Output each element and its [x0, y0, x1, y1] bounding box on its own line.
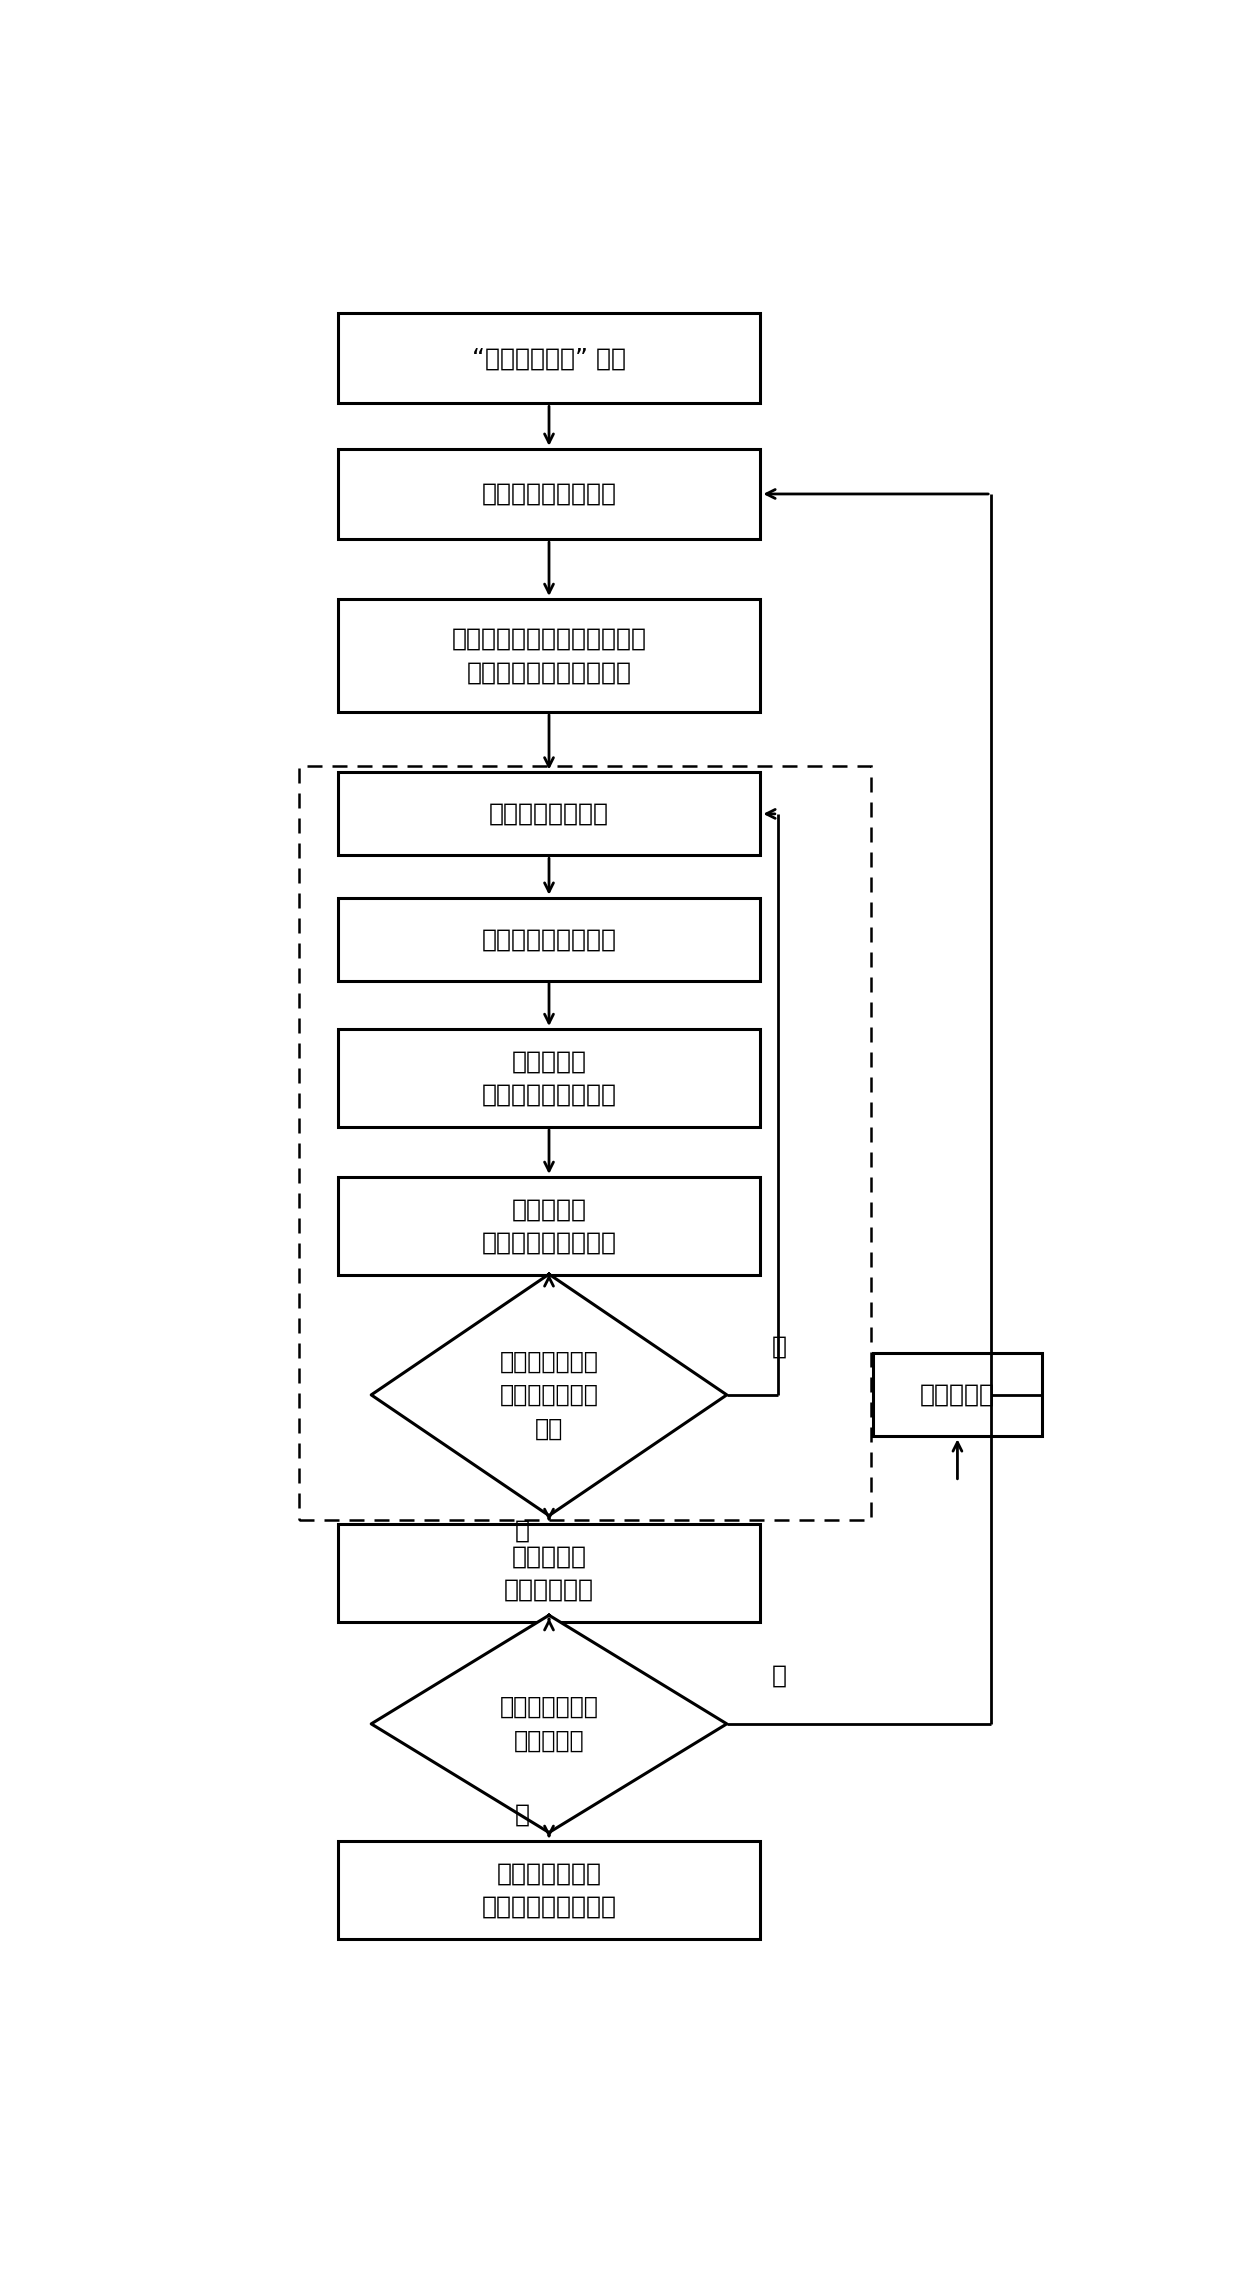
- Text: 统计所有时段的
下游分洪淤没总损失: 统计所有时段的 下游分洪淤没总损失: [481, 1862, 616, 1919]
- Polygon shape: [371, 1614, 727, 1832]
- Text: 出库流量加大处理: 出库流量加大处理: [489, 803, 609, 825]
- Text: 计算时段，开始计算: 计算时段，开始计算: [481, 482, 616, 507]
- Text: 否: 否: [773, 1665, 787, 1688]
- FancyBboxPatch shape: [337, 312, 760, 404]
- Text: 选取当前决策，按照防洪补偿
调度方式，计算出库流量: 选取当前决策，按照防洪补偿 调度方式，计算出库流量: [451, 626, 646, 683]
- Text: 统计时段的
下游淤没损失: 统计时段的 下游淤没损失: [503, 1543, 594, 1603]
- Text: 计算时段的
库区各回水断面水位: 计算时段的 库区各回水断面水位: [481, 1197, 616, 1254]
- Text: 计算时段的坢前水位: 计算时段的坢前水位: [481, 926, 616, 952]
- FancyBboxPatch shape: [337, 1841, 760, 1940]
- FancyBboxPatch shape: [337, 897, 760, 981]
- Text: 计算时段的
库区各回水断面流量: 计算时段的 库区各回水断面流量: [481, 1050, 616, 1108]
- FancyBboxPatch shape: [337, 598, 760, 713]
- Text: 判断各回水断面
是否超安全限制
水位: 判断各回水断面 是否超安全限制 水位: [500, 1348, 599, 1440]
- FancyBboxPatch shape: [337, 1030, 760, 1128]
- Text: 是: 是: [515, 1802, 529, 1828]
- Text: “库区防洪安全” 决策: “库区防洪安全” 决策: [472, 346, 626, 369]
- FancyBboxPatch shape: [337, 773, 760, 855]
- Text: 转下一时段: 转下一时段: [920, 1383, 994, 1408]
- FancyBboxPatch shape: [873, 1353, 1042, 1435]
- FancyBboxPatch shape: [337, 1176, 760, 1275]
- Text: 是: 是: [773, 1335, 787, 1357]
- Text: 判断所有时段是
否计算完毕: 判断所有时段是 否计算完毕: [500, 1695, 599, 1752]
- Polygon shape: [371, 1275, 727, 1516]
- FancyBboxPatch shape: [337, 449, 760, 539]
- FancyBboxPatch shape: [337, 1525, 760, 1621]
- Text: 否: 否: [515, 1518, 529, 1543]
